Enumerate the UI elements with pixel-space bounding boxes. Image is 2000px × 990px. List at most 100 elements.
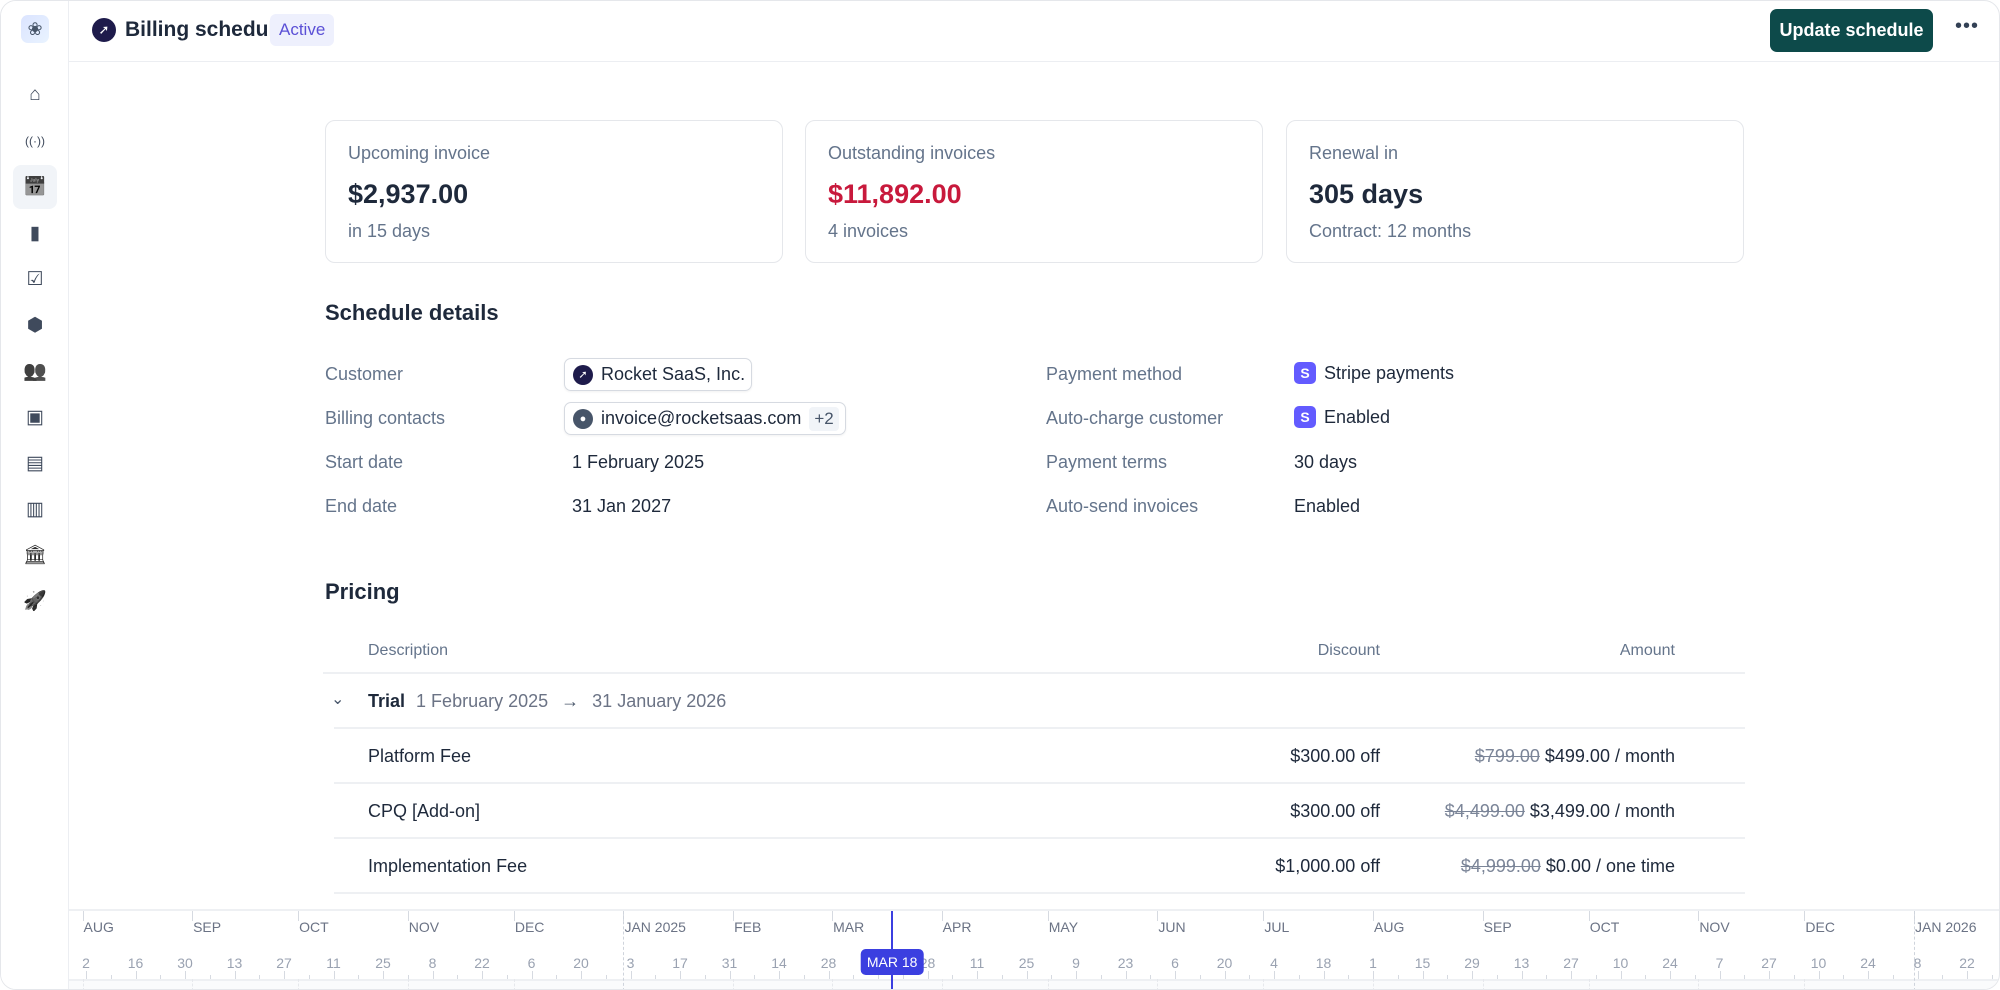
day-tick	[1076, 971, 1077, 979]
day-tick	[1298, 975, 1300, 979]
day-tick	[160, 975, 162, 979]
line-item-discount: $300.00 off	[1290, 746, 1380, 766]
day-tick	[1496, 975, 1498, 979]
month-label: MAY	[1048, 919, 1079, 935]
day-label: 11	[969, 955, 985, 971]
day-tick	[531, 971, 533, 979]
end-date-value: 31 Jan 2027	[572, 496, 672, 516]
sidebar-item-rocket[interactable]: 🚀	[13, 579, 57, 623]
month-gridline	[1047, 979, 1049, 989]
app-logo[interactable]: ❀	[21, 15, 49, 43]
month-tick	[1482, 911, 1484, 921]
divider	[334, 837, 1745, 839]
day-tick	[482, 971, 483, 979]
month-tick	[1588, 911, 1590, 921]
phase-row[interactable]: Trial 1 February 2025 → 31 January 2026	[368, 691, 726, 712]
update-schedule-button[interactable]: Update schedule	[1770, 9, 1933, 52]
day-label: 1	[1369, 955, 1377, 971]
day-tick	[1051, 975, 1053, 979]
more-options-icon[interactable]: •••	[1955, 15, 1980, 37]
day-tick	[1620, 971, 1622, 979]
day-tick	[556, 975, 558, 979]
column-description: Description	[368, 642, 449, 659]
day-label: 9	[1072, 955, 1080, 971]
card-subtext: in 15 days	[348, 221, 431, 241]
month-tick	[1157, 911, 1159, 921]
autosend-value: Enabled	[1294, 496, 1361, 516]
month-label: NOV	[1699, 919, 1730, 935]
day-tick	[457, 975, 459, 979]
day-label: 20	[573, 955, 589, 971]
payment-method-label: Payment method	[1046, 364, 1183, 384]
day-tick	[1472, 971, 1473, 979]
user-icon: ●	[573, 408, 593, 429]
original-price: $4,999.00	[1460, 856, 1541, 876]
start-date-value: 1 February 2025	[572, 452, 705, 472]
day-label: 16	[127, 955, 144, 971]
month-tick	[1373, 911, 1375, 921]
card-subtext: Contract: 12 months	[1309, 221, 1472, 241]
day-tick	[1595, 975, 1597, 979]
card-value: $11,892.00	[828, 179, 962, 209]
sidebar-item-home[interactable]: ⌂	[13, 73, 57, 117]
rocket-icon: ➚	[92, 18, 116, 42]
month-gridline	[298, 979, 300, 989]
month-gridline	[941, 979, 943, 989]
discounted-price: $499.00 / month	[1544, 746, 1675, 766]
stripe-icon: S	[1294, 362, 1316, 384]
payment-method-text: Stripe payments	[1324, 362, 1455, 383]
column-discount: Discount	[1317, 642, 1380, 659]
month-label: OCT	[299, 919, 329, 935]
month-gridline	[623, 911, 625, 989]
sidebar-item-presentation-chart[interactable]: ▥	[13, 487, 57, 531]
month-tick	[1804, 911, 1806, 921]
month-gridline	[1698, 979, 1700, 989]
month-gridline	[1588, 979, 1590, 989]
sidebar-item-checklist[interactable]: ☑	[13, 257, 57, 301]
month-gridline	[1263, 979, 1265, 989]
sidebar-item-id-card[interactable]: ▤	[13, 441, 57, 485]
more-contacts-count[interactable]: +2	[809, 406, 839, 431]
discounted-price: $3,499.00 / month	[1529, 801, 1675, 821]
sidebar-item-bookmark[interactable]: ▮	[13, 211, 57, 255]
line-item-description: Platform Fee	[368, 746, 472, 766]
customer-chip[interactable]: ➚ Rocket SaaS, Inc.	[564, 358, 753, 391]
day-tick	[952, 975, 954, 979]
day-tick	[729, 971, 731, 979]
day-tick	[1991, 975, 1993, 979]
autocharge-value: S Enabled	[1294, 406, 1390, 428]
sidebar-item-users[interactable]: 👥	[13, 349, 57, 393]
day-tick	[1967, 971, 1968, 979]
day-tick	[1571, 971, 1572, 979]
box-icon: ⬢	[26, 314, 44, 336]
month-tick	[832, 911, 834, 921]
month-tick	[82, 911, 84, 921]
month-tick	[298, 911, 300, 921]
card-subtext: 4 invoices	[828, 221, 909, 241]
sidebar-item-box[interactable]: ⬢	[13, 303, 57, 347]
day-tick	[927, 971, 929, 979]
day-tick	[407, 975, 409, 979]
users-icon: 👥	[23, 361, 47, 382]
day-tick	[1125, 971, 1127, 979]
end-date-label: End date	[325, 496, 398, 516]
sidebar-item-calendar[interactable]: 📅	[13, 165, 57, 209]
timeline-track	[69, 979, 1999, 989]
day-tick	[828, 971, 830, 979]
month-tick	[1698, 911, 1700, 921]
month-label: SEP	[193, 919, 222, 935]
day-label: 8	[428, 955, 437, 971]
line-item-description: Implementation Fee	[368, 856, 528, 876]
sidebar-item-bank[interactable]: 🏛	[13, 533, 57, 577]
sidebar-item-terminal[interactable]: ▣	[13, 395, 57, 439]
day-tick	[1719, 971, 1721, 979]
summary-card: Outstanding invoices $11,892.00 4 invoices	[805, 120, 1263, 263]
broadcast-icon: ((·))	[25, 134, 45, 148]
timeline[interactable]: AUG SEP OCT NOV DEC JAN 2025 FEB MAR APR MAY JUN JU…	[69, 909, 1999, 989]
contact-chip[interactable]: ● invoice@rocketsaas.com +2	[564, 402, 846, 435]
chevron-down-icon[interactable]: ⌄	[331, 691, 345, 708]
sidebar-item-broadcast[interactable]: ((·))	[13, 119, 57, 163]
id-card-icon: ▤	[26, 452, 44, 474]
summary-card: Upcoming invoice $2,937.00 in 15 days	[325, 120, 783, 263]
contact-email: invoice@rocketsaas.com	[601, 408, 802, 428]
